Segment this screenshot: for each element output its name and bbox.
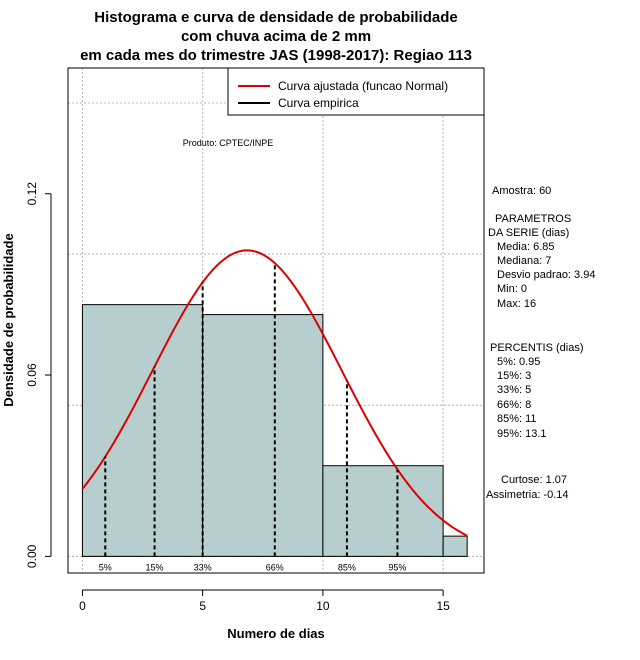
y-axis: 0.00 0.06 0.12 [25,182,52,568]
y-tick-label-2: 0.12 [25,182,39,206]
histogram-bar-3 [442,535,468,557]
percentile-label-4: 85% [338,562,356,572]
stat-kurtosis: Curtose: 1.07 [501,474,567,486]
legend-box [227,67,485,116]
param-median: Mediana: 7 [497,255,551,267]
percentile-label-1: 15% [146,562,164,572]
histogram-bar-2 [322,465,444,557]
percentil-15: 15%: 3 [497,370,531,382]
percentil-95: 95%: 13.1 [497,428,547,440]
stat-skewness: Assimetria: -0.14 [486,489,569,501]
x-tick-label-2: 10 [316,599,330,613]
percentil-85: 85%: 11 [497,413,537,425]
percentile-label-2: 33% [194,562,212,572]
stat-sample: Amostra: 60 [492,185,551,197]
legend-label-empirical: Curva empirica [278,96,359,110]
param-std: Desvio padrao: 3.94 [497,269,595,281]
y-tick-label-1: 0.06 [25,363,39,387]
product-annotation: Produto: CPTEC/INPE [183,138,274,148]
percentil-66: 66%: 8 [497,399,531,411]
param-max: Max: 16 [497,298,536,310]
percentile-layer: 5% 15% 33% 66% 85% 95% [99,263,406,572]
percentile-label-3: 66% [266,562,284,572]
x-axis-title: Numero de dias [227,626,325,641]
histogram-bar-1 [202,314,324,557]
param-mean: Media: 6.85 [497,241,554,253]
param-min: Min: 0 [497,283,527,295]
legend: Curva ajustada (funcao Normal) Curva emp… [227,67,485,116]
x-tick-label-3: 15 [436,599,450,613]
params-header-2: DA SERIE (dias) [488,227,569,239]
x-axis: 0 5 10 15 [79,589,450,613]
chart-title-line-2: com chuva acima de 2 mm [181,28,371,45]
percentis-header: PERCENTIS (dias) [490,342,584,354]
y-axis-title: Densidade de probabilidade [1,233,16,406]
percentile-label-0: 5% [99,562,112,572]
percentil-5: 5%: 0.95 [497,356,540,368]
y-tick-label-0: 0.00 [25,544,39,568]
percentile-label-5: 95% [388,562,406,572]
legend-label-fitted: Curva ajustada (funcao Normal) [278,79,448,93]
x-tick-label-1: 5 [199,599,206,613]
chart-title-line-3: em cada mes do trimestre JAS (1998-2017)… [80,47,472,64]
curve-layer [81,249,468,537]
x-tick-label-0: 0 [79,599,86,613]
stats-panel: Amostra: 60 PARAMETROS DA SERIE (dias) M… [486,185,595,501]
histogram-bar-0 [81,304,204,557]
percentil-33: 33%: 5 [497,384,531,396]
params-header-1: PARAMETROS [495,213,571,225]
normal-curve-line [81,249,468,537]
chart-title-line-1: Histograma e curva de densidade de proba… [94,9,457,26]
